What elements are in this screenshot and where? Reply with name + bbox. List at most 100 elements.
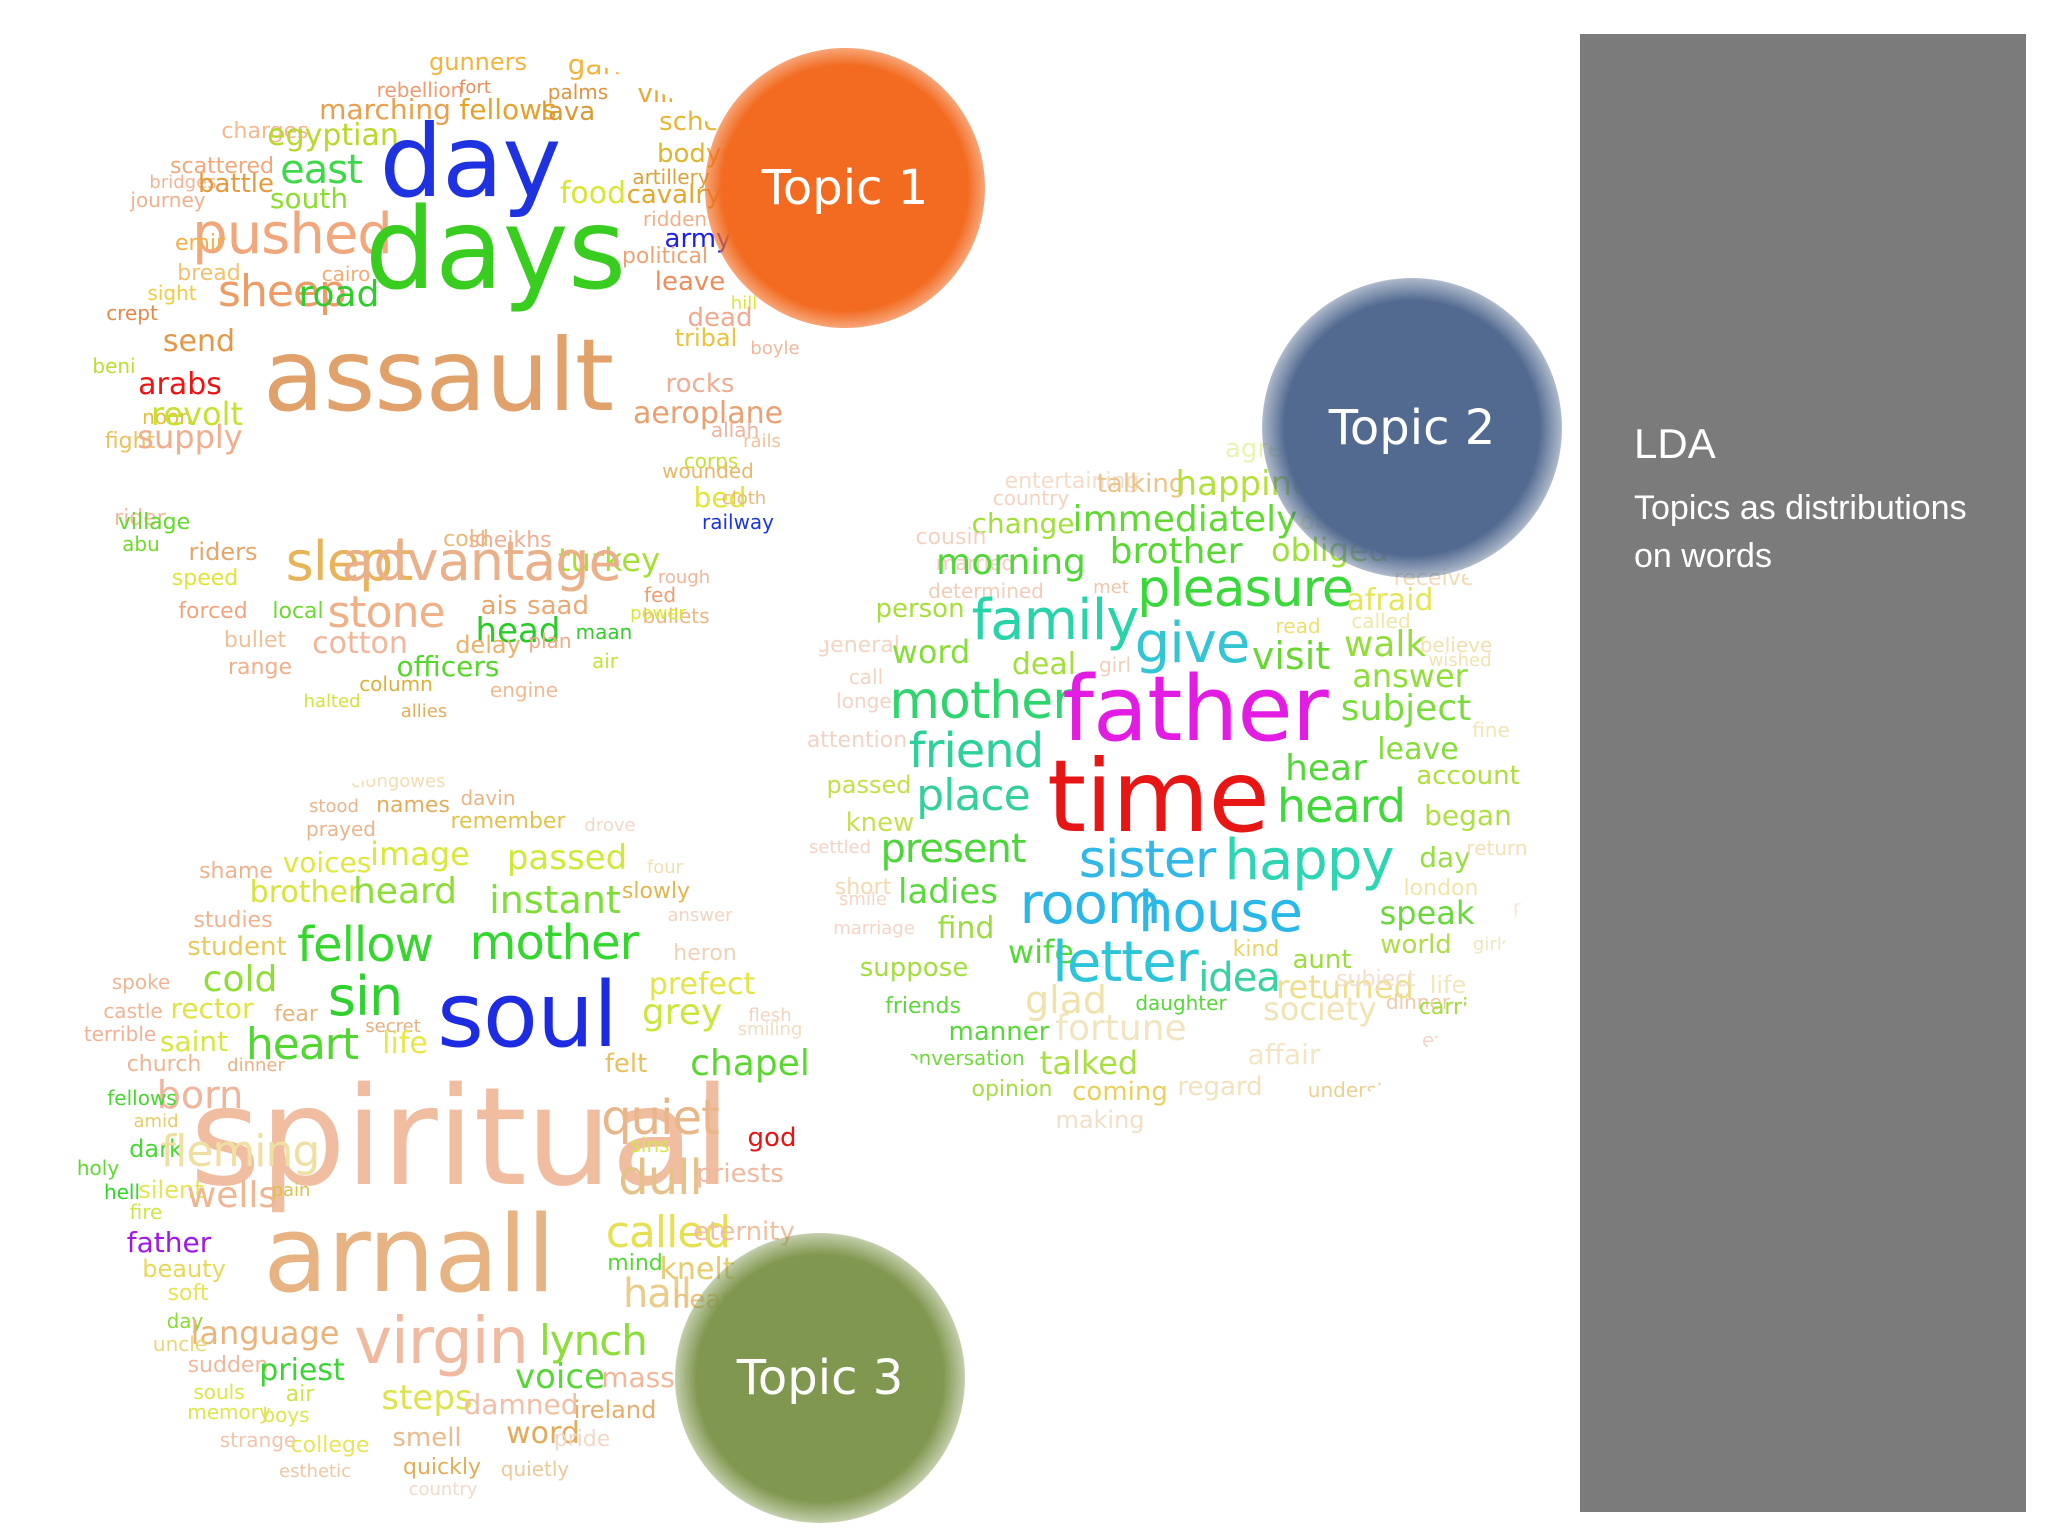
topic1-word: rails — [743, 431, 781, 452]
topic3-word: chapel — [690, 1043, 810, 1084]
topic1-word: bread — [177, 261, 241, 286]
topic2-word: pleasure — [1137, 559, 1354, 619]
topic2-word: regard — [1177, 1072, 1263, 1102]
topic3-word: secret — [365, 1016, 421, 1037]
topic3-word: heard — [352, 871, 458, 912]
topic2-word: hear — [1285, 748, 1367, 789]
topic2-word: evening — [1421, 1028, 1503, 1052]
topic3-word: dull — [618, 1150, 703, 1206]
topic3-word: flesh — [748, 1005, 792, 1026]
topic2-word: coming — [1072, 1077, 1168, 1107]
topic1-word: garrison — [567, 48, 683, 81]
topic3-word: saint — [159, 1025, 229, 1058]
topic2-word: fortune — [1055, 1008, 1187, 1049]
topic1-word: tribal — [674, 324, 738, 352]
topic2-word: mother — [889, 671, 1073, 731]
topic2-word: manner — [948, 1017, 1050, 1047]
topic2-word: girl — [1098, 653, 1132, 677]
topic1-word: charges — [221, 119, 309, 144]
topic1-word: fed — [643, 583, 677, 607]
topic2-word: country — [992, 486, 1070, 510]
topic3-word: sins — [630, 1133, 670, 1157]
topic2-word: visit — [1251, 634, 1331, 678]
topic2-word: find — [937, 911, 995, 946]
topic1-word: palms — [547, 80, 609, 104]
topic1-word: villages — [637, 79, 737, 109]
topic2-word: leave — [1377, 732, 1459, 767]
topic1-word: slept — [285, 530, 414, 593]
topic1-word: arabs — [138, 367, 222, 402]
topic3-word: god — [747, 1123, 797, 1153]
topic3-label: Topic 3 — [736, 1350, 904, 1406]
topic1-word: fellows — [459, 93, 557, 126]
topic3-word: spoke — [111, 970, 171, 994]
topic3-word: damned — [463, 1388, 579, 1421]
topic1-word: bullets — [642, 604, 710, 628]
topic2-word: give — [1134, 611, 1251, 676]
topic2-word: morning — [936, 542, 1086, 583]
topic3-word: quiet — [601, 1090, 720, 1146]
topic3-word: image — [370, 835, 470, 873]
topic3-word: day — [166, 1309, 204, 1333]
topic2-word: place — [916, 770, 1030, 821]
topic1-word: forced — [178, 599, 248, 624]
topic2-word: brother — [1109, 531, 1243, 572]
topic3-word: spiritual — [189, 1059, 731, 1217]
topic3-word: instant — [489, 878, 621, 922]
topic2-word: society — [1263, 990, 1377, 1028]
topic3-word: college — [290, 1433, 370, 1458]
topic2-word: talking — [1096, 469, 1186, 499]
topic1-word: village — [117, 510, 191, 535]
topic3-word: dark — [129, 1135, 183, 1163]
topic3-word: shame — [199, 859, 273, 884]
topic2-word: attention — [806, 728, 908, 753]
topic2-word: london — [1403, 876, 1479, 901]
topic1-word: emir — [174, 231, 226, 256]
topic1-word: supply — [137, 418, 243, 456]
topic2-word: entertaining — [1004, 469, 1140, 494]
topic1-word: abu — [122, 532, 160, 556]
topic1-word: battle — [197, 169, 275, 199]
topic1-word: cloth — [721, 488, 767, 509]
topic3-word: mind — [607, 1251, 663, 1276]
topic1-word: officers — [396, 650, 500, 683]
topic2-word: idea — [1198, 955, 1281, 1001]
topic2-word: returned — [1276, 968, 1414, 1006]
panel-subtitle: Topics as distributions on words — [1634, 489, 1967, 575]
topic1-word: artillery — [632, 165, 710, 189]
topic1-word: column — [359, 672, 433, 696]
topic2-label: Topic 2 — [1328, 400, 1496, 456]
topic1-word: cairo — [321, 262, 371, 286]
topic3-word: hell — [103, 1180, 141, 1204]
topic2-word: day — [1419, 841, 1471, 874]
topic3-word: ireland — [573, 1396, 657, 1424]
topic3-word: four — [646, 857, 684, 878]
topic3-word: souls — [193, 1380, 245, 1404]
topic2-word: sister — [1078, 830, 1216, 890]
topic2-word: present — [880, 826, 1026, 872]
topic2-word: father — [1062, 657, 1329, 762]
topic1-word: cotton — [312, 626, 408, 661]
topic2-word: ladies — [898, 872, 998, 912]
topic2-word: return — [1466, 836, 1528, 860]
topic1-word: local — [272, 599, 324, 624]
topic1-word: assault — [262, 317, 614, 434]
topic3-word: davin — [460, 786, 516, 810]
topic1-word: stone — [327, 587, 445, 638]
topic1-word: revolt — [150, 395, 244, 433]
topic2-word: word — [891, 633, 971, 671]
topic1-word: east — [280, 147, 363, 193]
topic3-word: prefect — [648, 967, 756, 1002]
topic1-word: food — [559, 176, 627, 211]
topic2-word: opinion — [971, 1077, 1053, 1102]
topic3-word: holy — [76, 1156, 120, 1180]
topic2-word: carriage — [1418, 995, 1510, 1020]
topic2-word: person — [875, 594, 965, 624]
topic3-word: fleming — [160, 1126, 321, 1177]
topic2-word: life — [1429, 971, 1467, 999]
topic3-word: fear — [274, 1002, 318, 1027]
topic3-word: fire — [129, 1200, 163, 1224]
topic1-word: dead — [687, 303, 753, 333]
topic1-word: range — [228, 655, 292, 680]
topic2-word: house — [1138, 880, 1303, 945]
